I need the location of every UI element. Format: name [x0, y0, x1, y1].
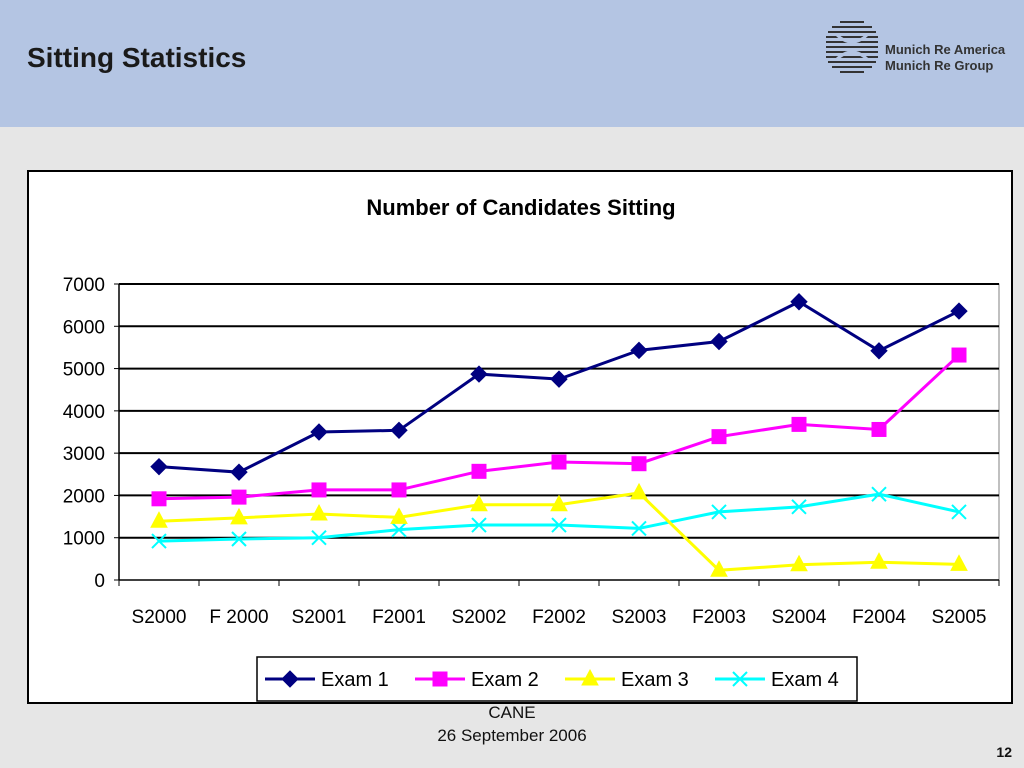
- marker-stroke: [732, 671, 748, 687]
- exam-4-point: [231, 531, 247, 547]
- footer-event-name: CANE: [488, 703, 536, 722]
- marker-stroke: [311, 530, 327, 546]
- legend-label-exam-4: Exam 4: [771, 669, 839, 691]
- marker-stroke: [871, 486, 887, 502]
- exam-1-point: [150, 457, 168, 476]
- exam-2-point: [711, 429, 727, 445]
- legend-label-exam-3: Exam 3: [621, 669, 689, 691]
- exam-3-point: [310, 503, 328, 521]
- x-tick-label: F2003: [692, 607, 746, 628]
- marker-stroke: [711, 504, 727, 520]
- marker-stroke: [471, 517, 487, 533]
- legend-marker-exam-2: [432, 671, 448, 687]
- legend-marker-exam-3: [581, 668, 599, 686]
- exam-3-point: [230, 507, 248, 525]
- y-tick-label: 7000: [63, 275, 105, 296]
- exam-2-point: [871, 421, 887, 437]
- x-tick-label: F2004: [852, 607, 906, 628]
- exam-3-point: [790, 554, 808, 572]
- x-tick-label: S2005: [932, 607, 987, 628]
- legend-marker-exam-1: [281, 670, 299, 688]
- exam-3-point: [950, 554, 968, 571]
- exam-2-point: [791, 416, 807, 432]
- company-logo: Munich Re America Munich Re Group: [826, 20, 1016, 76]
- x-tick-label: F2002: [532, 607, 586, 628]
- y-tick-label: 6000: [63, 317, 105, 338]
- exam-1-point: [870, 342, 888, 360]
- exam-3-point: [550, 494, 568, 512]
- marker-stroke: [151, 533, 167, 549]
- exam-1-point: [630, 341, 648, 360]
- exam-4-point: [791, 499, 807, 515]
- x-tick-label: S2002: [452, 607, 507, 628]
- marker-stroke: [791, 499, 807, 515]
- logo-text-line2: Munich Re Group: [885, 58, 994, 73]
- y-tick-label: 4000: [63, 402, 105, 423]
- exam-1-point: [310, 423, 328, 441]
- exam-4-point: [151, 533, 167, 549]
- exam-1-point: [710, 332, 728, 351]
- slide-header: Sitting Statistics Munich Re America Mun…: [0, 0, 1024, 127]
- logo-text-line1: Munich Re America: [885, 42, 1006, 57]
- exam-2-point: [471, 463, 487, 479]
- exam-4-point: [951, 504, 967, 520]
- exam-1-point: [230, 463, 248, 481]
- exam-1-point: [950, 302, 968, 320]
- exam-4-point: [471, 517, 487, 533]
- y-tick-label: 0: [94, 571, 105, 592]
- exam-1-point: [790, 293, 808, 311]
- exam-2-point: [951, 347, 967, 363]
- legend-marker-exam-4: [732, 671, 748, 687]
- exam-3-point: [390, 507, 408, 524]
- marker-stroke: [391, 521, 407, 538]
- exam-4-point: [551, 517, 567, 533]
- exam-3-point: [870, 552, 888, 569]
- chart-frame: Number of Candidates Sitting 0 1000 2000 30…: [27, 170, 1013, 704]
- exam-4-point: [391, 521, 407, 538]
- exam-3-point: [470, 494, 488, 512]
- x-tick-label: F2001: [372, 607, 426, 628]
- exam-1-point: [470, 365, 488, 383]
- exam-4-point: [711, 504, 727, 520]
- exam-2-point: [311, 482, 327, 498]
- exam-2-point: [151, 491, 167, 507]
- exam-3-point: [630, 482, 648, 500]
- exam-2-point: [551, 454, 567, 470]
- exam-2-point: [631, 456, 647, 472]
- page-number: 12: [996, 744, 1012, 760]
- y-tick-label: 5000: [63, 360, 105, 381]
- y-tick-label: 1000: [63, 529, 105, 550]
- x-tick-label: S2000: [132, 607, 187, 628]
- footer-date: 26 September 2006: [437, 726, 587, 745]
- munich-re-logo-icon: [826, 21, 878, 73]
- exam-1-point: [550, 370, 568, 388]
- exam-2-point: [391, 482, 407, 498]
- exam-4-point: [311, 530, 327, 546]
- exam-4-point: [871, 486, 887, 502]
- exam-1-point: [390, 421, 408, 440]
- plot-area-border: [118, 283, 1000, 581]
- x-tick-label: S2004: [772, 607, 827, 628]
- exam-4-point: [631, 520, 647, 537]
- marker-stroke: [231, 531, 247, 547]
- marker-stroke: [551, 517, 567, 533]
- line-chart: Number of Candidates Sitting 0 1000 2000 30…: [63, 195, 1000, 702]
- slide-title: Sitting Statistics: [27, 42, 247, 73]
- legend-label-exam-1: Exam 1: [321, 669, 389, 691]
- legend-label-exam-2: Exam 2: [471, 669, 539, 691]
- x-tick-label: S2003: [612, 607, 667, 628]
- exam-3-point: [150, 511, 168, 528]
- x-tick-label: F 2000: [209, 607, 268, 628]
- chart-title: Number of Candidates Sitting: [366, 195, 675, 220]
- marker-stroke: [631, 520, 647, 537]
- exam-2-point: [231, 489, 247, 505]
- y-tick-label: 3000: [63, 444, 105, 465]
- x-tick-label: S2001: [292, 607, 347, 628]
- marker-stroke: [951, 504, 967, 520]
- y-tick-label: 2000: [63, 486, 105, 507]
- exam-3-point: [710, 560, 728, 577]
